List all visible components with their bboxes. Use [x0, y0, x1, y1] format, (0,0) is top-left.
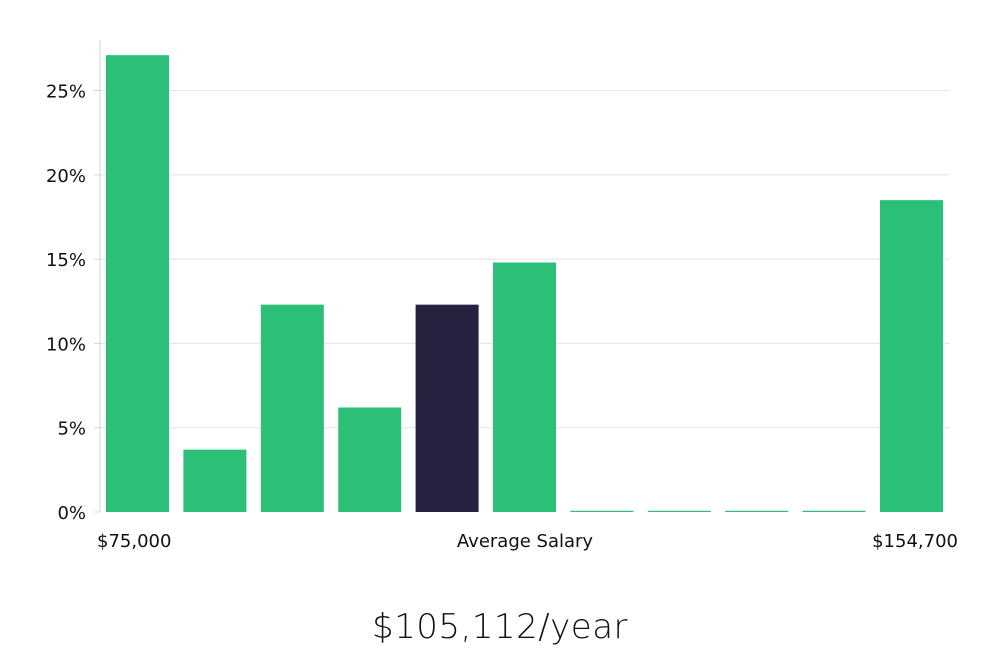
bar: [725, 510, 789, 512]
salary-histogram-chart: 0%5%10%15%20%25% $75,000 Average Salary …: [46, 40, 958, 552]
bar: [493, 262, 556, 512]
gridlines: [100, 90, 950, 429]
bar: [338, 407, 402, 512]
y-tick-label: 0%: [57, 503, 86, 524]
y-tick-label: 25%: [46, 82, 86, 103]
bar: [570, 510, 634, 512]
bars: [106, 55, 943, 513]
bar: [260, 304, 324, 512]
y-axis-ticks: 0% 5% 10% 15% 20% 25%: [46, 82, 100, 524]
bar: [183, 449, 247, 512]
y-tick-label: 10%: [46, 334, 86, 355]
bar-highlighted: [415, 304, 479, 512]
y-tick-label: 5%: [57, 419, 86, 440]
bar: [880, 200, 943, 512]
x-axis-title: Average Salary: [457, 531, 594, 552]
x-range-end-label: $154,700: [872, 531, 958, 552]
bar: [647, 510, 711, 512]
y-tick-label: 20%: [46, 166, 86, 187]
bar: [106, 55, 169, 513]
x-range-start-label: $75,000: [97, 531, 171, 552]
bar: [802, 510, 866, 512]
y-tick-label: 15%: [46, 250, 86, 271]
average-salary-value: $105,112/year: [371, 607, 629, 647]
